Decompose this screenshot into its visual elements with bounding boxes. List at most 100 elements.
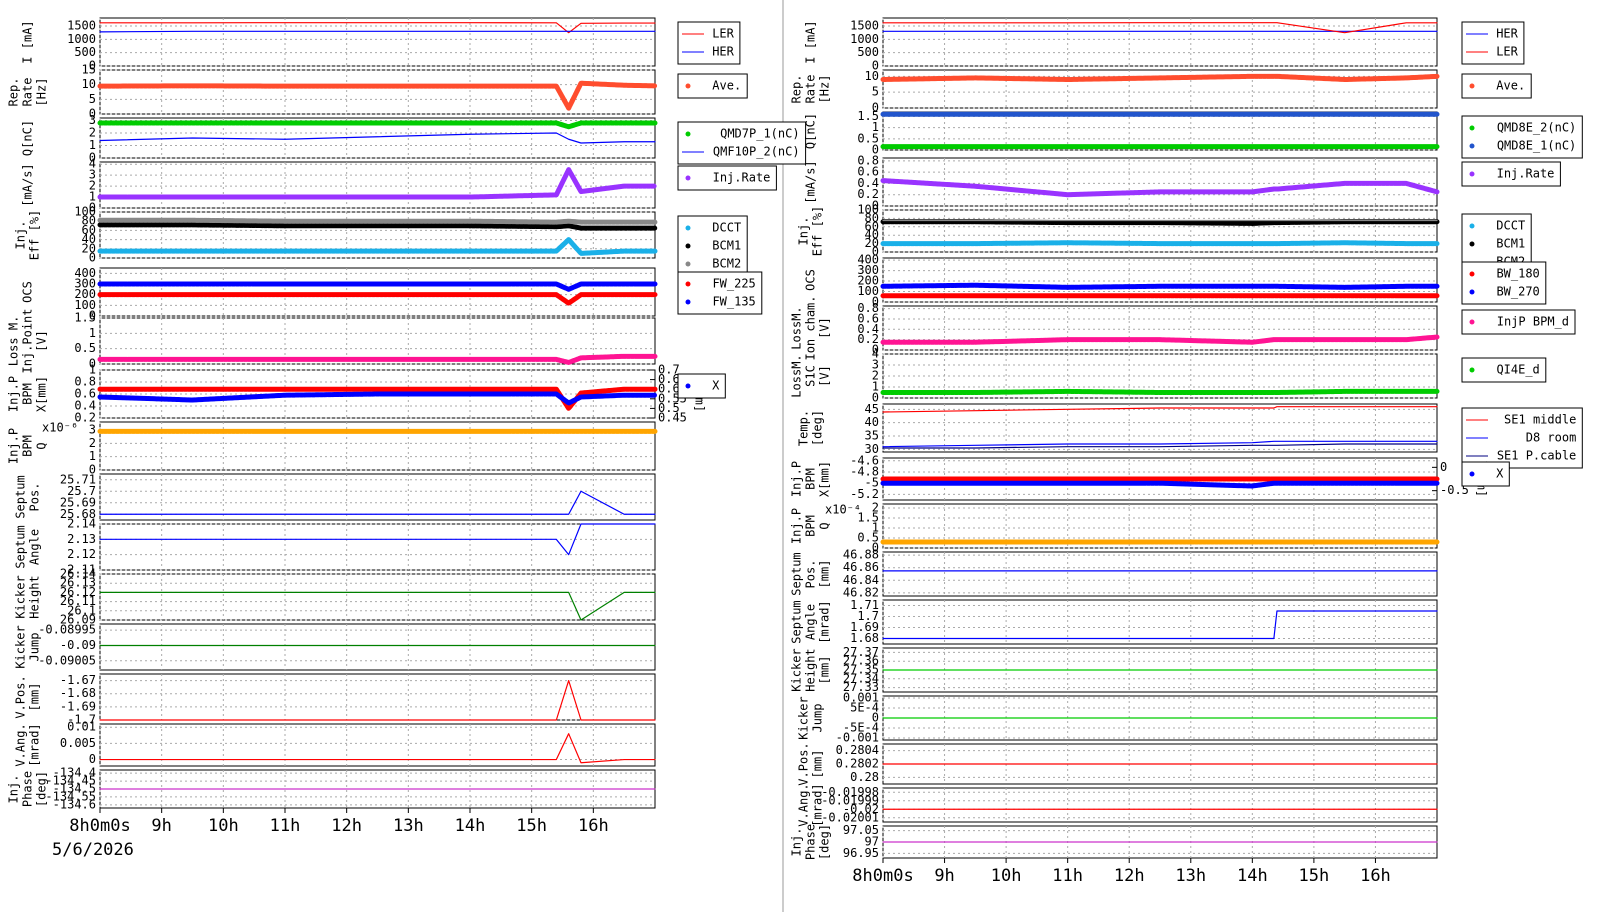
legend-marker <box>1469 223 1475 229</box>
y-axis-label: I [mA] <box>804 20 818 63</box>
y-axis-label: I [mA] <box>21 20 35 63</box>
legend-marker <box>1469 289 1475 295</box>
y2-tick-label: 0.7 <box>658 363 680 377</box>
y-tick-label: 1.5 <box>857 109 879 123</box>
y-axis-label: Pos. <box>28 483 42 512</box>
y-axis-label: Jump <box>811 704 825 733</box>
legend-box <box>677 21 741 65</box>
y-axis-label: BPM <box>804 515 818 537</box>
x-tick-label: 8h0m0s <box>852 866 913 886</box>
y-tick-label: 100 <box>857 284 879 298</box>
x-tick-label: 10h <box>991 866 1022 886</box>
y-tick-label: 45 <box>865 402 879 416</box>
x-tick-label: 13h <box>393 816 424 836</box>
y-axis-label: Kicker <box>14 575 28 618</box>
y-axis-label: Kicker <box>790 648 804 691</box>
y-tick-label: 40 <box>82 232 96 246</box>
y-axis-label: Inj.P <box>790 461 804 497</box>
scatter-band <box>880 73 1440 82</box>
scatter-band <box>97 222 658 231</box>
y-axis-label: [mm] <box>818 560 832 589</box>
y-tick-label: 300 <box>74 277 96 291</box>
y-tick-label: 46.86 <box>843 560 879 574</box>
legend-box <box>677 121 807 165</box>
y-tick-label: 26.09 <box>60 613 96 627</box>
series-line <box>99 22 656 34</box>
legend-label: QMD8E_1(nC) <box>1497 139 1576 153</box>
series-line <box>882 443 1438 449</box>
series-line <box>882 610 1438 640</box>
scatter-band <box>880 282 1440 290</box>
y-tick-label: 0 <box>872 59 879 73</box>
y-tick-label: 1.69 <box>850 620 879 634</box>
y-tick-label: 27.36 <box>843 654 879 668</box>
scatter-band <box>97 237 658 256</box>
y-axis-label: [Hz] <box>818 75 832 104</box>
panel-frame <box>882 787 1438 823</box>
x-tick-label: 16h <box>1360 866 1391 886</box>
y-tick-label: 80 <box>82 214 96 228</box>
y-tick-label: 3 <box>89 423 96 437</box>
y-axis-label: [mA/s] <box>21 163 35 206</box>
scatter-band <box>97 353 658 365</box>
y-tick-label: -0.01998 <box>821 785 879 799</box>
legend-label: SE1 middle <box>1504 413 1576 427</box>
y-axis-label: Inj.P <box>7 376 21 412</box>
panel-frame <box>99 69 656 115</box>
y-tick-label: 0.2 <box>857 332 879 346</box>
y-tick-label: -1.67 <box>60 673 96 687</box>
y-tick-label: 20 <box>82 241 96 255</box>
x-tick-label: 11h <box>270 816 301 836</box>
panel-frame <box>99 623 656 671</box>
y-tick-label: 1.71 <box>850 598 879 612</box>
x-tick-label: 8h0m0s <box>69 816 130 836</box>
y-tick-label: 0 <box>89 752 96 766</box>
y-tick-label: 1.7 <box>857 609 879 623</box>
panel-frame <box>882 17 1438 67</box>
y-axis-label: LossM. <box>790 306 804 349</box>
y-axis-label: [V] <box>818 365 832 387</box>
legend-label: InjP BPM_d <box>1497 315 1569 329</box>
y-tick-label: 1.5 <box>74 311 96 325</box>
y-tick-label: 0.001 <box>843 691 879 705</box>
y-axis-label: Kicker <box>14 625 28 668</box>
scatter-band <box>880 334 1440 345</box>
y-tick-label: 1 <box>89 326 96 340</box>
y-tick-label: 97 <box>865 835 879 849</box>
y-axis-label: [deg] <box>35 771 49 807</box>
legend-label: SE1 P.cable <box>1497 449 1576 463</box>
legend-label: X <box>712 379 720 393</box>
y-tick-label: 1.5 <box>857 511 879 525</box>
y-tick-label: 100 <box>857 203 879 217</box>
y-tick-label: 46.88 <box>843 548 879 562</box>
y-axis-label: Height <box>28 575 42 618</box>
y-tick-label: 200 <box>857 274 879 288</box>
legend-box <box>1461 261 1547 305</box>
y-tick-label: 27.34 <box>843 671 879 685</box>
legend-marker <box>685 225 691 231</box>
legend-box <box>677 271 763 315</box>
legend-box <box>677 165 777 191</box>
x-tick-label: 14h <box>1237 866 1268 886</box>
scatter-band <box>97 281 658 292</box>
y-axis-label: Phase <box>804 824 818 860</box>
legend-label: QMF10P_2(nC) <box>713 145 800 159</box>
legend-label: LER <box>712 27 734 41</box>
y-tick-label: 25.69 <box>60 495 96 509</box>
y-axis-label: Rate <box>21 78 35 107</box>
y-tick-label: 1 <box>89 138 96 152</box>
panel-frame <box>882 111 1438 151</box>
y-axis-label: [mm] <box>811 750 825 779</box>
y-axis-label: Q[nC] <box>804 113 818 149</box>
legend-marker <box>1469 143 1475 149</box>
y-tick-label: -1.69 <box>60 699 96 713</box>
legend-marker <box>1469 367 1475 373</box>
y-tick-label: 2 <box>89 179 96 193</box>
y-axis-label: BPM <box>21 435 35 457</box>
y-tick-label: 2.13 <box>67 532 96 546</box>
legend-marker <box>1469 83 1475 89</box>
y-tick-label: 1 <box>89 449 96 463</box>
x-tick-label: 11h <box>1052 866 1083 886</box>
y-tick-label: 0.2804 <box>836 743 879 757</box>
x-tick-label: 10h <box>208 816 239 836</box>
